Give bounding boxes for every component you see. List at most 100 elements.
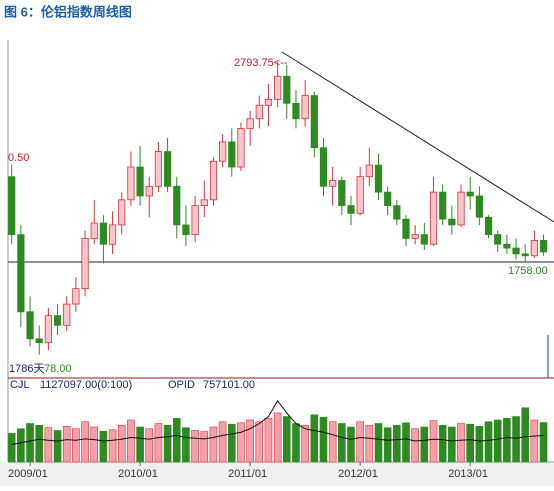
candle-body <box>90 222 98 239</box>
volume-bar <box>356 421 364 463</box>
volume-bar <box>503 417 511 463</box>
volume-name: CJL <box>10 379 30 391</box>
candle-body <box>44 315 52 344</box>
candle-body <box>429 191 438 245</box>
opid-line <box>11 399 544 445</box>
candle-body <box>374 164 383 193</box>
volume-bar <box>108 429 117 463</box>
volume-bar <box>438 424 447 463</box>
candle-body <box>512 247 520 255</box>
volume-bar <box>530 419 539 463</box>
volume-bar <box>374 423 383 463</box>
candle-body <box>521 253 529 257</box>
candle-body <box>475 195 483 218</box>
candle-body <box>539 239 548 253</box>
volume-bar <box>393 424 401 463</box>
volume-bar <box>117 424 126 463</box>
candle-body <box>53 315 62 326</box>
candle-body <box>63 303 71 326</box>
volume-bar <box>521 407 530 463</box>
x-tick-label: 2013/01 <box>448 468 488 480</box>
candle-body <box>108 224 117 245</box>
candle-body <box>72 288 80 305</box>
volume-bar <box>383 427 392 463</box>
volume-bar <box>246 419 254 463</box>
volume-bar <box>292 423 300 463</box>
volume-bar <box>310 414 319 463</box>
volume-bar <box>264 417 273 463</box>
volume-bar <box>191 430 199 463</box>
opid-label: 757101.00 <box>203 379 255 391</box>
candle-body <box>8 176 16 235</box>
candle-body <box>338 180 346 207</box>
annotation: 1786天 <box>9 363 44 375</box>
candle-body <box>402 218 410 239</box>
candle-body <box>466 191 474 197</box>
x-tick-label: 2011/01 <box>228 468 267 480</box>
candle-body <box>530 239 538 257</box>
candle-body <box>81 238 89 290</box>
volume-bar <box>44 427 53 463</box>
volume-bar <box>420 426 429 463</box>
candle-body <box>457 191 465 226</box>
volume-bar <box>26 423 34 463</box>
volume-bar <box>539 422 548 463</box>
chart-title: 图 6：伦铝指数周线图 <box>4 4 132 19</box>
volume-bar <box>218 421 227 463</box>
candle-body <box>439 191 447 220</box>
candle-body <box>127 166 135 201</box>
candle-body <box>329 180 337 187</box>
candle-body <box>246 118 254 129</box>
volume-bar <box>154 423 163 463</box>
peak-label: 2793.75<-- <box>234 57 288 69</box>
candle-body <box>136 166 144 197</box>
volume-bar <box>365 424 374 463</box>
volume-label: 1127097.00(0:100) <box>40 379 132 391</box>
candle-body <box>99 222 107 245</box>
candle-body <box>494 234 502 245</box>
volume-bar <box>163 424 172 463</box>
volume-bar <box>448 426 456 463</box>
candle-body <box>228 141 236 168</box>
candle-body <box>420 234 428 245</box>
candle-body <box>283 75 291 104</box>
candle-body <box>255 104 263 120</box>
volume-bar <box>90 426 99 463</box>
volume-bar <box>411 428 419 463</box>
candle-body <box>411 234 419 239</box>
candle-body <box>301 95 309 120</box>
volume-bar <box>127 419 135 463</box>
volume-bar <box>255 421 264 463</box>
candle-body <box>26 311 34 340</box>
candle-body <box>503 243 511 249</box>
support-label: 1758.00 <box>508 265 548 277</box>
candle-body <box>356 176 364 214</box>
volume-bar <box>17 428 25 463</box>
volume-bar <box>7 432 16 463</box>
candle-body <box>274 75 282 100</box>
volume-bar <box>227 423 236 463</box>
volume-bar <box>145 428 154 463</box>
volume-bar <box>338 423 346 463</box>
candle-body <box>145 185 153 197</box>
volume-bar <box>172 417 181 463</box>
annotation: 78.00 <box>44 363 72 375</box>
volume-bar <box>475 425 484 463</box>
volume-bar <box>99 430 108 463</box>
volume-bar <box>484 421 493 463</box>
volume-bar <box>493 419 502 463</box>
volume-bar <box>347 426 355 463</box>
volume-bar <box>282 416 291 463</box>
volume-bar <box>209 426 218 463</box>
candle-body <box>365 164 373 178</box>
volume-bar <box>62 425 71 463</box>
candle-body <box>319 147 328 187</box>
candle-body <box>17 234 25 313</box>
candle-body <box>154 151 163 187</box>
volume-bar <box>512 416 520 463</box>
plot-area <box>7 62 554 463</box>
volume-bar <box>72 428 80 463</box>
candle-body <box>292 102 300 120</box>
trend-line <box>281 51 554 223</box>
